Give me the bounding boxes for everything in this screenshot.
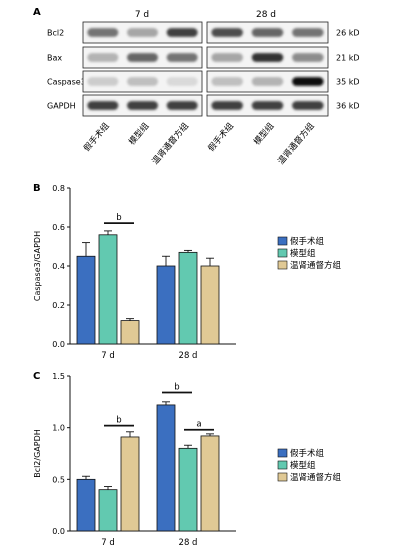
significance-label: b bbox=[116, 213, 121, 223]
legend-entry: 模型组 bbox=[290, 248, 316, 259]
blot-lane-label: 模型组 bbox=[252, 120, 277, 147]
blot-band bbox=[127, 77, 158, 86]
significance-label: a bbox=[196, 420, 201, 430]
blot-protein-label: GAPDH bbox=[47, 102, 76, 111]
y-axis-label: Bcl2/GAPDH bbox=[33, 429, 42, 478]
y-tick-label: 0.2 bbox=[52, 301, 65, 310]
bar bbox=[98, 234, 118, 345]
blot-band bbox=[127, 28, 158, 37]
blot-band bbox=[251, 28, 284, 37]
y-tick-label: 0.0 bbox=[52, 340, 65, 349]
blot-band bbox=[87, 77, 119, 86]
y-tick-label: 1.5 bbox=[52, 372, 65, 381]
significance-label: b bbox=[116, 416, 121, 426]
bar bbox=[200, 265, 220, 345]
panel-b: B 0.0 0.2 0.4 0.6 0.8 Caspase3/GAPDH 7 d 28 d b 假… bbox=[33, 183, 342, 361]
blot-protein-label: Bcl2 bbox=[47, 29, 64, 38]
y-tick-label: 1.0 bbox=[52, 424, 65, 433]
significance-label: b bbox=[174, 383, 179, 393]
bar bbox=[120, 436, 140, 532]
panel-a-label: A bbox=[33, 7, 41, 18]
blot-band bbox=[292, 101, 324, 110]
legend-entry: 温肾通督方组 bbox=[290, 472, 342, 483]
blot-group-label-28d: 28 d bbox=[256, 10, 276, 20]
legend-entry: 假手术组 bbox=[290, 448, 325, 459]
blot-kd-label: 21 kD bbox=[336, 54, 360, 63]
blot-kd-label: 26 kD bbox=[336, 29, 360, 38]
legend-entry: 模型组 bbox=[290, 460, 316, 471]
bar bbox=[98, 489, 118, 532]
legend-swatch bbox=[277, 460, 288, 470]
y-tick-label: 0.5 bbox=[52, 475, 65, 484]
legend-swatch bbox=[277, 260, 288, 270]
blot-band bbox=[87, 101, 119, 110]
bar bbox=[178, 447, 198, 532]
blot-band bbox=[87, 28, 119, 37]
y-tick-label: 0.4 bbox=[52, 262, 65, 271]
blot-group-label-7d: 7 d bbox=[135, 10, 149, 20]
panel-c: C 0.0 0.5 1.0 1.5 Bcl2/GAPDH 7 d 28 d b b a 假手术组模型… bbox=[33, 371, 342, 548]
blot-lane-label: 假手术组 bbox=[206, 120, 237, 153]
bar bbox=[200, 435, 220, 532]
y-tick-label: 0.6 bbox=[52, 223, 65, 232]
legend-swatch bbox=[277, 448, 288, 458]
blot-band bbox=[127, 101, 158, 110]
legend-swatch bbox=[277, 236, 288, 246]
bar bbox=[120, 320, 140, 345]
blot-band bbox=[251, 53, 284, 62]
blot-lane-label: 温肾通督方组 bbox=[150, 120, 192, 167]
legend-swatch bbox=[277, 248, 288, 258]
bar bbox=[76, 478, 96, 532]
bar bbox=[156, 404, 176, 532]
blot-band bbox=[251, 101, 284, 110]
x-tick-label: 7 d bbox=[101, 351, 115, 361]
blot-band bbox=[211, 28, 243, 37]
blot-band bbox=[292, 77, 324, 86]
x-tick-label: 7 d bbox=[101, 538, 115, 548]
y-axis-label: Caspase3/GAPDH bbox=[33, 231, 42, 301]
y-tick-label: 0.8 bbox=[52, 184, 65, 193]
blot-band bbox=[127, 53, 158, 62]
y-tick-label: 0.0 bbox=[52, 527, 65, 536]
panel-c-label: C bbox=[33, 371, 40, 382]
blot-lane-label: 假手术组 bbox=[81, 120, 112, 153]
blot-band bbox=[292, 28, 324, 37]
blot-band bbox=[292, 53, 324, 62]
blot-band bbox=[87, 53, 119, 62]
blot-protein-label: Caspase3 bbox=[47, 78, 86, 87]
x-tick-label: 28 d bbox=[179, 351, 198, 361]
blot-band bbox=[251, 77, 284, 86]
x-tick-label: 28 d bbox=[179, 538, 198, 548]
blot-band bbox=[166, 28, 198, 37]
bar bbox=[178, 251, 198, 345]
bar bbox=[156, 265, 176, 345]
blot-lane-label: 温肾通督方组 bbox=[275, 120, 317, 167]
blot-lane-label: 模型组 bbox=[127, 120, 152, 147]
blot-band bbox=[211, 53, 243, 62]
bar bbox=[76, 255, 96, 345]
blot-band bbox=[211, 101, 243, 110]
legend-entry: 温肾通督方组 bbox=[290, 260, 342, 271]
blot-kd-label: 35 kD bbox=[336, 78, 360, 87]
panel-a: A 7 d 28 d Bcl2 26 kD Bax 21 kD Caspase3 35 k… bbox=[33, 7, 360, 167]
blot-band bbox=[166, 77, 198, 86]
blot-kd-label: 36 kD bbox=[336, 102, 360, 111]
blot-band bbox=[211, 77, 243, 86]
blot-band bbox=[166, 101, 198, 110]
legend-entry: 假手术组 bbox=[290, 236, 325, 247]
legend-swatch bbox=[277, 472, 288, 482]
panel-b-label: B bbox=[33, 183, 41, 194]
blot-band bbox=[166, 53, 198, 62]
blot-protein-label: Bax bbox=[47, 54, 62, 63]
